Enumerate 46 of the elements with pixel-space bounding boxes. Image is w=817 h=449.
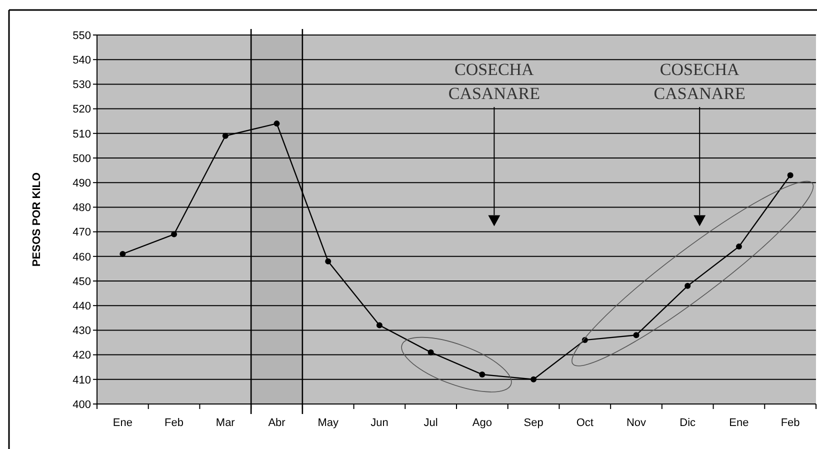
y-axis-title: PESOS POR KILO — [31, 172, 43, 267]
y-tick-label: 420 — [72, 350, 91, 362]
point — [633, 332, 640, 338]
x-tick-label: Jul — [424, 417, 438, 429]
point — [325, 258, 332, 264]
x-tick-label: Mar — [216, 417, 236, 429]
y-tick-label: 440 — [72, 300, 91, 312]
x-tick-label: Dic — [680, 417, 696, 429]
y-tick-label: 410 — [72, 374, 91, 386]
y-tick-label: 520 — [72, 104, 91, 116]
y-tick-label: 430 — [72, 325, 91, 338]
y-tick-label: 450 — [72, 276, 91, 288]
x-tick-label: Ene — [112, 417, 132, 429]
annotation: COSECHA CASANARE — [654, 60, 746, 103]
y-tick-label: 480 — [72, 202, 91, 214]
point — [428, 349, 434, 356]
point — [684, 282, 691, 289]
point — [120, 250, 126, 257]
y-tick-label: 510 — [72, 128, 91, 140]
x-tick-label: Jun — [370, 417, 388, 429]
annotation: COSECHA CASANARE — [448, 60, 540, 103]
point — [736, 244, 742, 250]
x-tick-label: Nov — [626, 417, 647, 429]
point — [787, 172, 794, 178]
x-tick-label: Ago — [472, 417, 492, 429]
y-tick-label: 540 — [72, 54, 91, 66]
y-tick-label: 550 — [72, 30, 91, 42]
x-tick-label: Ene — [729, 417, 749, 429]
y-tick-label: 530 — [72, 79, 91, 92]
y-tick-label: 500 — [72, 152, 91, 165]
x-tick-label: Feb — [780, 417, 800, 429]
y-tick-label: 400 — [72, 398, 91, 411]
point — [479, 371, 486, 378]
y-tick-label: 490 — [72, 177, 91, 190]
y-tick-label: 460 — [72, 251, 91, 264]
point — [376, 322, 382, 328]
point — [274, 120, 280, 127]
point — [222, 132, 228, 139]
x-tick-label: May — [318, 417, 339, 429]
point — [171, 231, 178, 238]
y-tick-label: 470 — [72, 226, 91, 239]
x-tick-label: Sep — [524, 417, 544, 429]
x-tick-label: Feb — [164, 417, 184, 429]
x-tick-label: Abr — [268, 417, 286, 429]
x-tick-label: Oct — [576, 417, 594, 429]
point — [530, 376, 537, 382]
